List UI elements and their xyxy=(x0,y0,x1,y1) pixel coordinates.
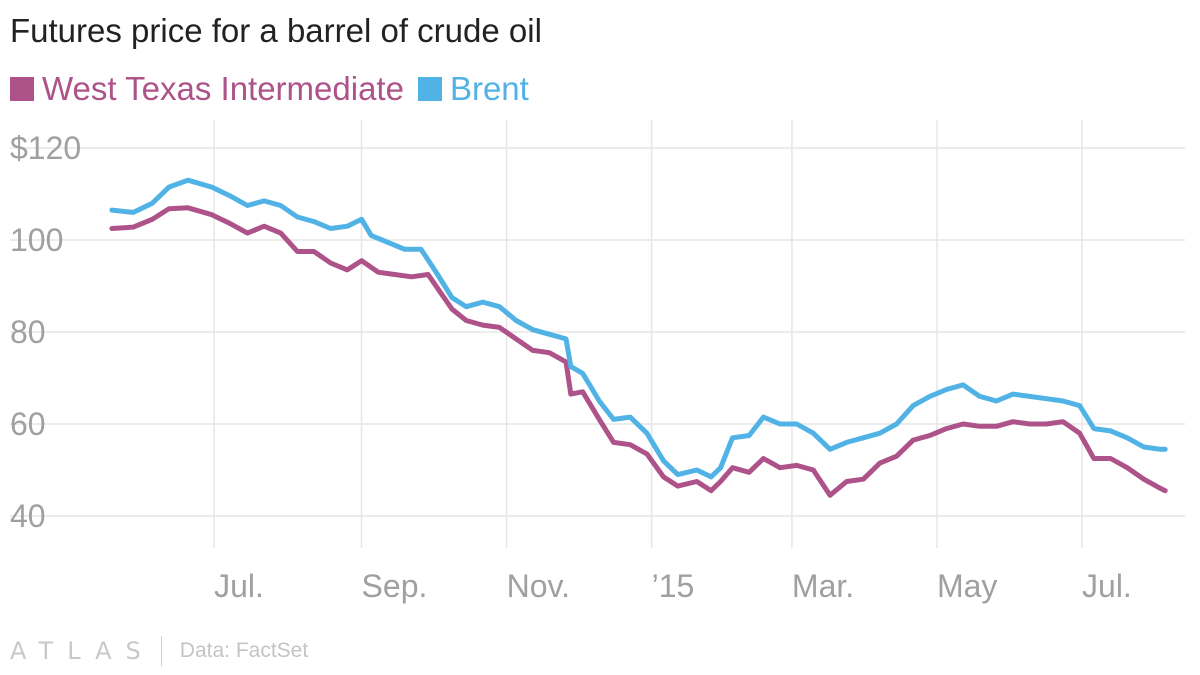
x-tick-label: Mar. xyxy=(792,568,854,604)
legend-item-brent: Brent xyxy=(417,70,529,108)
chart-series-lines xyxy=(109,177,1168,498)
chart-tick-labels: $120 100 80 60 40 Jul. Sep. Nov. ’15 Mar. May Jul. xyxy=(10,130,1132,604)
x-tick-label: Sep. xyxy=(362,568,428,604)
chart-footer: ATLAS Data: FactSet xyxy=(10,636,308,666)
brent-series-line xyxy=(109,177,1168,480)
legend-item-wti: West Texas Intermediate xyxy=(10,70,404,108)
legend-swatch-brent xyxy=(417,77,442,101)
x-tick-label: Jul. xyxy=(1082,568,1132,604)
legend-label-brent: Brent xyxy=(449,70,529,107)
chart-legend: West Texas Intermediate Brent xyxy=(10,70,543,108)
x-tick-label: Nov. xyxy=(507,568,570,604)
x-tick-label: Jul. xyxy=(214,568,264,604)
atlas-logo: ATLAS xyxy=(10,637,155,665)
x-tick-label: May xyxy=(937,568,997,604)
legend-label-wti: West Texas Intermediate xyxy=(42,70,404,107)
footer-divider xyxy=(160,636,162,666)
x-tick-label: ’15 xyxy=(652,568,695,604)
data-source: Data: FactSet xyxy=(179,639,309,662)
y-tick-label: 80 xyxy=(10,314,46,350)
chart-title: Futures price for a barrel of crude oil xyxy=(10,12,542,49)
chart-grid xyxy=(10,120,1185,548)
y-tick-label: 60 xyxy=(10,406,46,442)
legend-swatch-wti xyxy=(10,77,34,101)
y-tick-label: 40 xyxy=(10,498,46,534)
y-tick-label: 100 xyxy=(10,222,63,258)
wti-series-line xyxy=(109,205,1168,498)
y-tick-label: $120 xyxy=(10,130,81,166)
